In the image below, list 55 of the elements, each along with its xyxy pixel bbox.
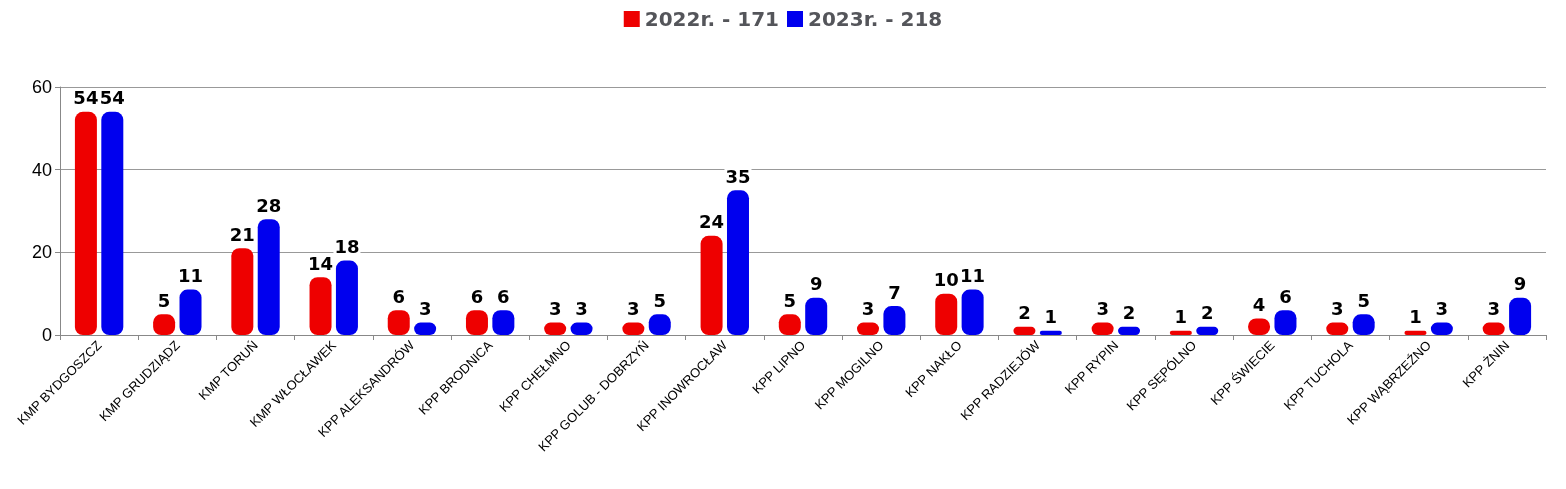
data-label: 2 [1122,302,1136,324]
data-label: 24 [699,211,725,233]
data-label: 3 [1096,298,1109,320]
data-label: 3 [1487,298,1500,320]
data-label: 5 [783,289,797,311]
data-label: 3 [627,298,640,320]
data-label: 1 [1044,306,1058,328]
data-label: 6 [392,285,406,307]
data-label: 9 [1513,273,1527,295]
data-label: 9 [809,273,823,295]
data-label: 35 [725,165,751,187]
data-label: 3 [418,298,432,320]
data-label: 18 [334,236,360,258]
y-tick-label: 40 [31,159,52,180]
data-label: 5 [1357,289,1370,311]
data-label: 3 [548,298,562,320]
data-label: 10 [933,269,959,291]
data-label: 6 [470,285,484,307]
bar [179,289,202,335]
bar [231,248,254,335]
bar [726,190,749,335]
data-label: 5 [653,289,667,311]
data-label: 3 [575,298,588,320]
bar [309,277,332,335]
data-label: 54 [99,87,125,109]
bar [335,260,358,335]
bar [257,219,280,335]
data-label: 14 [308,252,334,274]
data-label: 7 [888,281,901,303]
y-tick-label: 20 [31,242,52,263]
data-label: 2 [1200,302,1214,324]
data-label: 6 [497,285,510,307]
data-label: 1 [1409,306,1422,328]
bar [700,235,723,335]
bar [74,111,97,335]
data-label: 21 [229,223,255,245]
data-label: 1 [1174,306,1188,328]
legend-label: 2023r. - 218 [808,7,943,31]
data-label: 2 [1018,302,1031,324]
bar [101,111,124,335]
data-label: 54 [73,87,99,109]
bar [961,289,984,335]
data-label: 4 [1252,293,1266,315]
data-label: 11 [177,265,204,287]
data-label: 6 [1279,285,1292,307]
data-label: 3 [1331,298,1344,320]
bar [935,293,958,335]
y-tick-label: 0 [41,325,52,345]
data-label: 3 [861,298,875,320]
data-label: 28 [256,194,282,216]
data-label: 3 [1435,298,1449,320]
data-label: 11 [960,265,986,287]
data-label: 5 [157,289,171,311]
legend-label: 2022r. - 171 [644,7,779,31]
y-tick-label: 60 [31,77,52,97]
